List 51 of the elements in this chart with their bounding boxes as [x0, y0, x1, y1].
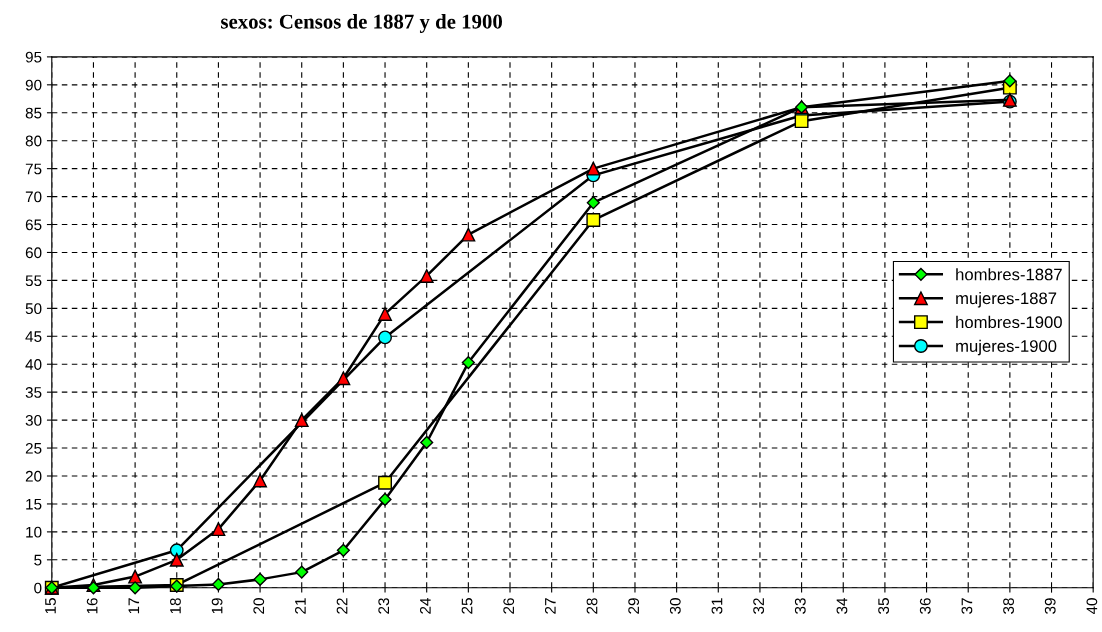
y-tick-label: 40 — [25, 359, 42, 370]
y-tick-label: 0 — [34, 582, 42, 594]
x-tick-label: 35 — [878, 598, 890, 614]
y-tick-label: 80 — [25, 135, 42, 147]
x-tick-label: 19 — [211, 598, 223, 614]
y-tick-label: 25 — [25, 442, 42, 454]
y-tick-label: 65 — [25, 219, 42, 231]
y-tick-label: 75 — [25, 163, 42, 175]
x-tick-label: 38 — [1003, 598, 1014, 614]
legend-label: mujeres-1900 — [956, 339, 1057, 356]
x-tick-label: 36 — [919, 598, 931, 614]
x-tick-label: 27 — [544, 598, 556, 614]
x-tick-label: 33 — [794, 598, 806, 614]
x-tick-label: 37 — [961, 598, 973, 614]
x-tick-label: 40 — [1086, 598, 1098, 615]
x-tick-label: 18 — [170, 598, 181, 614]
y-tick-label: 95 — [25, 51, 42, 63]
y-tick-label: 85 — [25, 107, 42, 119]
y-tick-label: 10 — [26, 526, 42, 538]
x-tick-label: 15 — [45, 598, 56, 614]
x-tick-label: 22 — [336, 598, 348, 614]
y-tick-label: 5 — [34, 554, 42, 566]
legend-label: mujeres-1887 — [956, 292, 1057, 308]
y-tick-label: 55 — [25, 275, 42, 287]
x-tick-label: 23 — [378, 598, 390, 614]
x-tick-label: 20 — [253, 598, 265, 614]
x-tick-label: 31 — [711, 598, 723, 614]
y-tick-label: 50 — [25, 303, 42, 315]
y-tick-label: 60 — [25, 247, 42, 259]
x-tick-label: 28 — [586, 598, 598, 614]
x-tick-label: 26 — [503, 598, 515, 614]
legend-label: hombres-1887 — [956, 268, 1062, 281]
y-tick-label: 35 — [25, 387, 42, 398]
legend-label: hombres-1900 — [956, 315, 1062, 329]
y-tick-label: 15 — [26, 498, 42, 510]
y-tick-label: 30 — [25, 414, 42, 426]
x-tick-label: 34 — [836, 597, 848, 614]
x-tick-label: 32 — [753, 598, 765, 614]
y-tick-label: 90 — [25, 79, 42, 91]
x-tick-label: 30 — [669, 598, 681, 614]
x-tick-label: 21 — [295, 598, 306, 614]
x-tick-label: 16 — [86, 598, 98, 614]
y-tick-label: 45 — [25, 331, 42, 342]
y-tick-label: 70 — [25, 191, 42, 203]
x-tick-label: 17 — [128, 598, 140, 614]
x-tick-label: 24 — [419, 597, 431, 614]
x-tick-label: 39 — [1044, 598, 1056, 614]
chart-title: sexos: Censos de 1887 y de 1900 — [221, 13, 503, 33]
x-tick-label: 29 — [628, 598, 640, 614]
x-tick-label: 25 — [461, 598, 473, 614]
y-tick-label: 20 — [25, 470, 42, 482]
